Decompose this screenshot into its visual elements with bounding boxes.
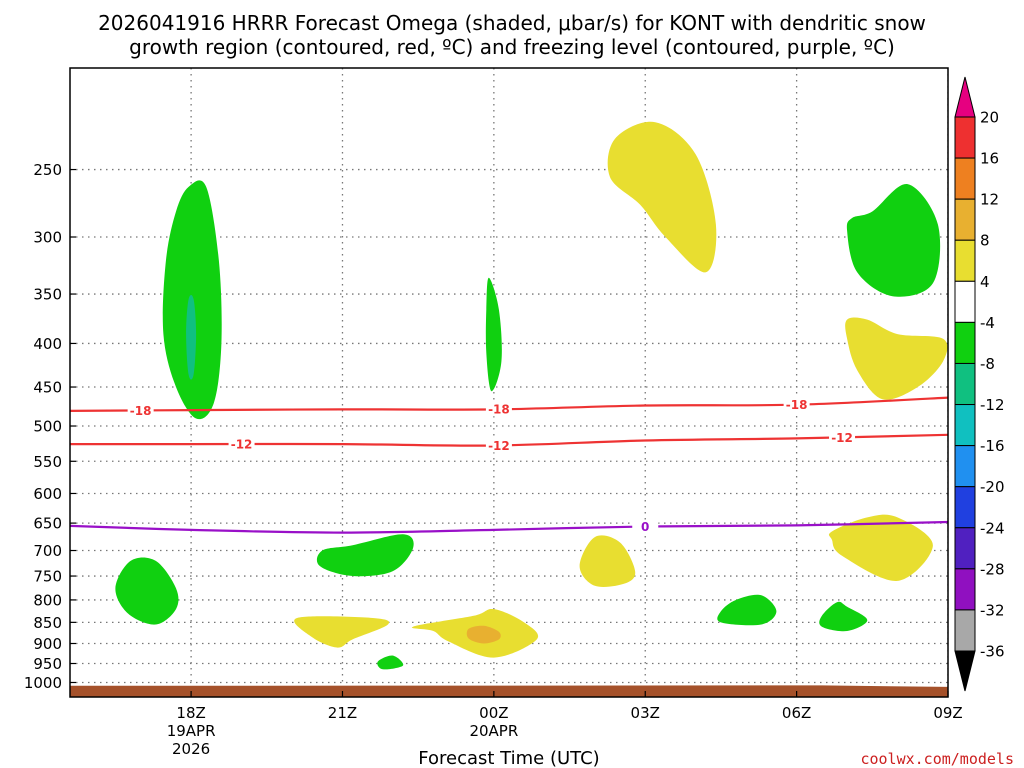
- plot-area: -18 -18 -18 -12 -12 -12 0: [70, 68, 948, 697]
- colorbar-band--16-to--20: [954, 445, 976, 488]
- contour-label--18: -18: [488, 403, 510, 417]
- colorbar-label-20: 20: [980, 109, 999, 127]
- colorbar-label-4: 4: [980, 273, 990, 291]
- y-tick-label-350: 350: [33, 286, 62, 304]
- colorbar-label--20: -20: [980, 478, 1005, 496]
- colorbar-label-16: 16: [980, 150, 999, 168]
- x-tick-label-03Z-line-1: 03Z: [631, 704, 660, 722]
- x-tick-label-09Z-line-1: 09Z: [933, 704, 962, 722]
- colorbar-upper-arrow: [954, 76, 976, 118]
- y-tick-label-400: 400: [33, 335, 62, 353]
- y-tick-label-650: 650: [33, 515, 62, 533]
- omega-region-14: [294, 616, 390, 648]
- contour-label-bg: [228, 437, 255, 452]
- omega-region-3: [115, 557, 179, 625]
- colorbar-label--4: -4: [980, 314, 995, 332]
- terrain-fill: [70, 685, 948, 697]
- y-tick-label-850: 850: [33, 614, 62, 632]
- colorbar-band--24-to--28: [954, 527, 976, 570]
- y-tick-label-1000: 1000: [24, 674, 62, 692]
- y-tick-label-250: 250: [33, 161, 62, 179]
- title-line-2: growth region (contoured, red, ºC) and f…: [129, 35, 895, 59]
- colorbar-band--8-to--12: [954, 362, 976, 406]
- title: 2026041916 HRRR Forecast Omega (shaded, …: [98, 11, 926, 59]
- colorbar-label--24: -24: [980, 519, 1005, 537]
- colorbar-band--20-to--24: [954, 486, 976, 529]
- omega-region-7: [717, 594, 777, 626]
- x-tick-label-18Z-line-2: 19APR: [167, 722, 216, 740]
- y-tick-label-300: 300: [33, 229, 62, 247]
- y-tick-label-750: 750: [33, 568, 62, 586]
- colorbar-band--28-to--32: [954, 568, 976, 611]
- colorbar-label--16: -16: [980, 437, 1005, 455]
- omega-region-9: [846, 183, 941, 297]
- colorbar-label--8: -8: [980, 355, 995, 373]
- axes: 250 300 350 400 450 500 550 600 650 700 750 800 850 9…: [24, 67, 963, 758]
- title-line-1: 2026041916 HRRR Forecast Omega (shaded, …: [98, 11, 926, 35]
- x-tick-label-00Z-line-2: 20APR: [469, 722, 518, 740]
- colorbar-band-12-to-8: [954, 198, 976, 241]
- y-tick-label-450: 450: [33, 379, 62, 397]
- plot-frame: [69, 67, 949, 698]
- contour-label--12: -12: [488, 439, 510, 453]
- credit-text: coolwx.com/models: [860, 750, 1014, 768]
- omega-region-11: [845, 317, 948, 400]
- colorbar-label--36: -36: [980, 643, 1005, 661]
- omega-region-10: [607, 121, 717, 273]
- plot-content: -18 -18 -18 -12 -12 -12 0: [70, 68, 948, 697]
- x-tick-label-18Z-line-3: 2026: [172, 740, 210, 758]
- contour-label-freezing: 0: [641, 520, 649, 534]
- contour-freezing-level: [70, 520, 948, 534]
- x-tick-label-21Z-line-1: 21Z: [328, 704, 357, 722]
- x-tick-label-00Z-line-1: 00Z: [479, 704, 508, 722]
- y-tick-label-700: 700: [33, 542, 62, 560]
- contour-label-bg: [485, 438, 512, 453]
- omega-region-5: [316, 534, 414, 577]
- colorbar-band-4-to--4: [954, 280, 976, 323]
- contour-label-bg: [127, 403, 154, 418]
- colorbar-label-8: 8: [980, 232, 990, 250]
- y-tick-label-500: 500: [33, 418, 62, 436]
- y-tick-label-600: 600: [33, 485, 62, 503]
- contour-label-bg: [632, 519, 659, 534]
- colorbar-label--32: -32: [980, 601, 1005, 619]
- colorbar-band-8-to-4: [954, 239, 976, 282]
- omega-region-2: [186, 294, 197, 380]
- omega-region-12: [828, 514, 933, 582]
- y-tick-label-800: 800: [33, 591, 62, 609]
- colorbar-label-12: 12: [980, 191, 999, 209]
- contour-label--12: -12: [231, 438, 253, 452]
- contour-label-bg: [485, 402, 512, 417]
- contour-label--12: -12: [831, 431, 853, 445]
- omega-region-13: [579, 535, 636, 588]
- contour-label--18: -18: [130, 404, 152, 418]
- x-tick-label-18Z-line-1: 18Z: [176, 704, 205, 722]
- colorbar-band--4-to--8: [954, 321, 976, 364]
- x-tick-label-06Z-line-1: 06Z: [782, 704, 811, 722]
- omega-region-16: [466, 625, 501, 644]
- contour-label-bg: [829, 430, 856, 445]
- y-tick-label-900: 900: [33, 635, 62, 653]
- colorbar-lower-arrow: [954, 650, 976, 692]
- colorbar-label--28: -28: [980, 560, 1005, 578]
- colorbar-band--32-to--36: [954, 609, 976, 652]
- contour-label--18: -18: [786, 398, 808, 412]
- colorbar: 20 16 12 8 4 -4 -8 -12 -16 -20 -24 -28 -32 -36: [954, 76, 1005, 692]
- colorbar-band-16-to-12: [954, 157, 976, 200]
- colorbar-band--12-to--16: [954, 404, 976, 447]
- omega-region-8: [819, 601, 868, 632]
- x-axis-label: Forecast Time (UTC): [418, 748, 599, 768]
- colorbar-label--12: -12: [980, 396, 1005, 414]
- omega-region-6: [377, 655, 404, 670]
- colorbar-band-20-to-16: [954, 116, 976, 159]
- contour-label-bg: [783, 397, 810, 412]
- y-tick-label-550: 550: [33, 453, 62, 471]
- y-tick-label-950: 950: [33, 655, 62, 673]
- omega-region-4: [485, 277, 502, 392]
